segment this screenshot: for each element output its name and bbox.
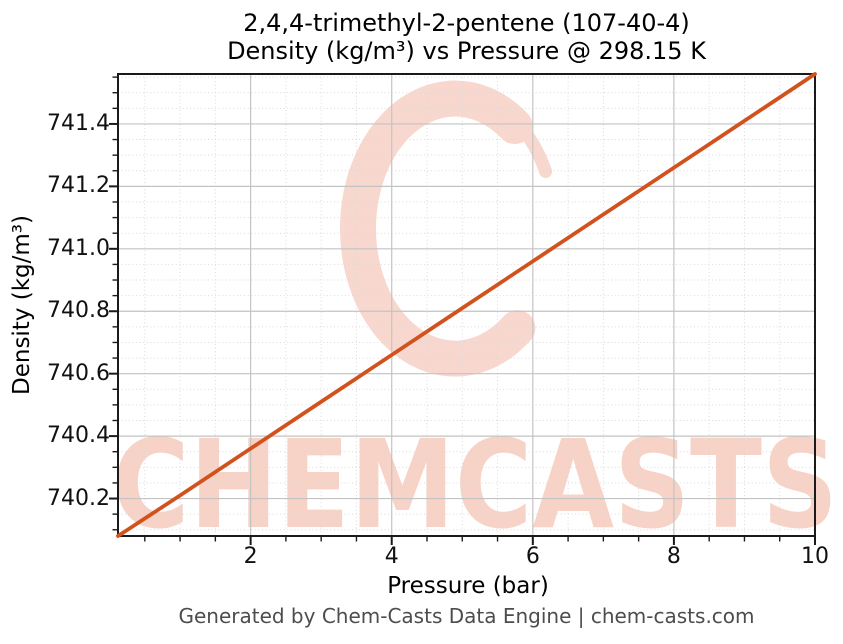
chart-title-line1: 2,4,4-trimethyl-2-pentene (107-40-4): [243, 9, 690, 37]
chart-title: 2,4,4-trimethyl-2-pentene (107-40-4) Den…: [118, 9, 815, 65]
watermark-c-ring: [340, 80, 536, 377]
x-tick-label: 8: [666, 544, 681, 569]
y-tick-label: 740.4: [47, 423, 110, 449]
watermark-logo: [340, 80, 553, 377]
density-line: [116, 72, 817, 538]
y-tick-label: 741.0: [47, 235, 110, 261]
x-tick-label: 4: [384, 544, 399, 569]
x-axis-label: Pressure (bar): [387, 573, 549, 599]
axis-spine: [117, 73, 816, 537]
x-tick-label: 10: [801, 544, 829, 569]
y-tick-label: 741.4: [47, 110, 110, 136]
y-tick-label: 740.2: [47, 485, 110, 511]
watermark-c-swoosh: [474, 91, 553, 178]
watermark-text: CHEMCASTS: [112, 414, 838, 556]
x-tick-label: 6: [525, 544, 540, 569]
x-tick-label: 2: [243, 544, 258, 569]
y-tick-label: 741.2: [47, 173, 110, 199]
y-tick-label: 740.8: [47, 298, 110, 324]
chart-title-line2: Density (kg/m³) vs Pressure @ 298.15 K: [227, 37, 706, 65]
footer-credit: Generated by Chem-Casts Data Engine | ch…: [178, 604, 755, 628]
y-tick-label: 740.6: [47, 360, 110, 386]
